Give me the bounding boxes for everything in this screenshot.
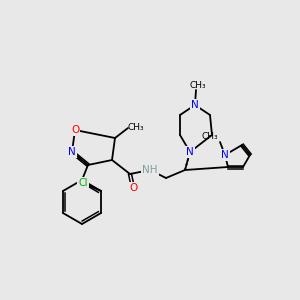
- Text: O: O: [129, 183, 137, 193]
- Text: N: N: [221, 150, 229, 160]
- Text: Cl: Cl: [78, 178, 88, 188]
- Text: N: N: [68, 147, 76, 157]
- Text: O: O: [71, 125, 79, 135]
- Text: NH: NH: [142, 165, 158, 175]
- Text: CH₃: CH₃: [190, 81, 206, 90]
- Text: CH₃: CH₃: [201, 132, 218, 141]
- Text: CH₃: CH₃: [128, 124, 145, 133]
- Text: N: N: [186, 147, 194, 157]
- Text: N: N: [191, 100, 199, 110]
